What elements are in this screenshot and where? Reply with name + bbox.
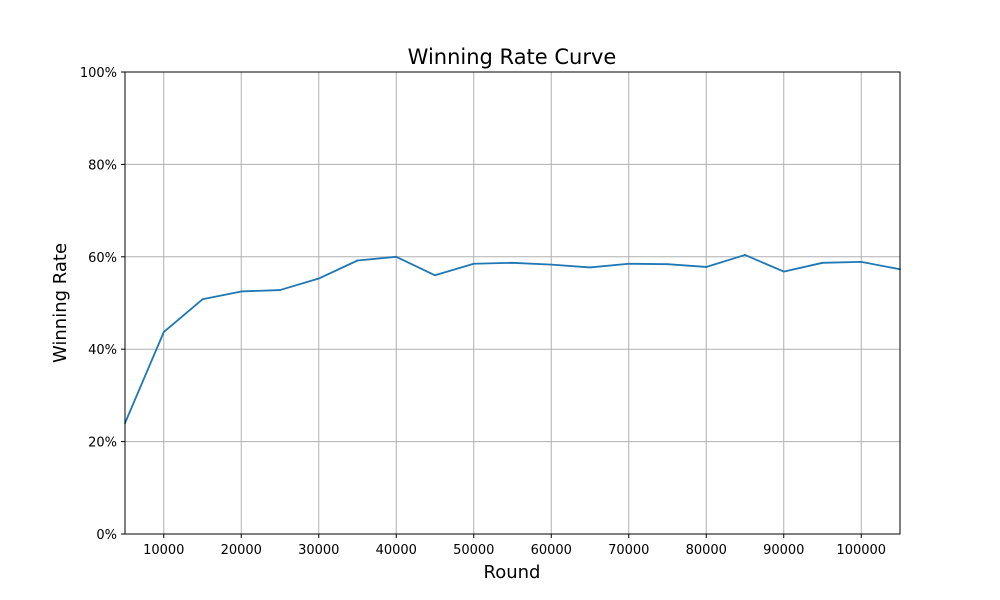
data-point: [356, 259, 359, 262]
data-point: [666, 263, 669, 266]
y-tick-label: 100%: [80, 66, 117, 81]
data-point: [511, 261, 514, 264]
x-tick-label: 30000: [298, 543, 339, 558]
x-tick-label: 60000: [531, 543, 572, 558]
x-tick-label: 100000: [836, 543, 886, 558]
data-point: [472, 262, 475, 265]
y-tick-label: 20%: [88, 436, 117, 451]
grid: [125, 72, 900, 534]
x-tick-label: 40000: [376, 543, 417, 558]
data-point: [434, 274, 436, 277]
data-point: [395, 255, 398, 258]
plot-frame: [124, 71, 901, 535]
y-tick-label: 60%: [88, 251, 117, 266]
data-point: [550, 263, 553, 266]
data-point: [627, 262, 630, 265]
series-layer: [124, 254, 901, 425]
y-tick-label: 40%: [88, 343, 117, 358]
data-point: [744, 254, 746, 256]
data-point: [705, 266, 708, 268]
data-point: [317, 277, 320, 280]
x-tick-label: 10000: [143, 543, 184, 558]
x-axis: 10000 20000 30000 40000 50000 60000 70000 80000…: [143, 534, 886, 558]
data-point: [162, 331, 165, 334]
data-point: [279, 289, 281, 291]
x-tick-label: 80000: [686, 543, 727, 558]
x-tick-label: 70000: [608, 543, 649, 558]
data-point: [821, 261, 824, 264]
y-axis-title: Winning Rate: [50, 243, 71, 363]
x-tick-label: 20000: [221, 543, 262, 558]
y-tick-label: 0%: [96, 528, 117, 543]
data-point: [860, 260, 863, 263]
x-tick-label: 50000: [453, 543, 494, 558]
data-point: [589, 266, 591, 269]
y-axis: 0% 20% 40% 60% 80% 100%: [80, 66, 125, 543]
x-tick-label: 90000: [763, 543, 804, 558]
x-axis-title: Round: [484, 562, 541, 583]
y-tick-label: 80%: [88, 158, 117, 173]
data-point: [782, 270, 785, 273]
chart-title: Winning Rate Curve: [408, 45, 617, 69]
data-point: [240, 290, 243, 293]
data-point: [201, 298, 204, 301]
